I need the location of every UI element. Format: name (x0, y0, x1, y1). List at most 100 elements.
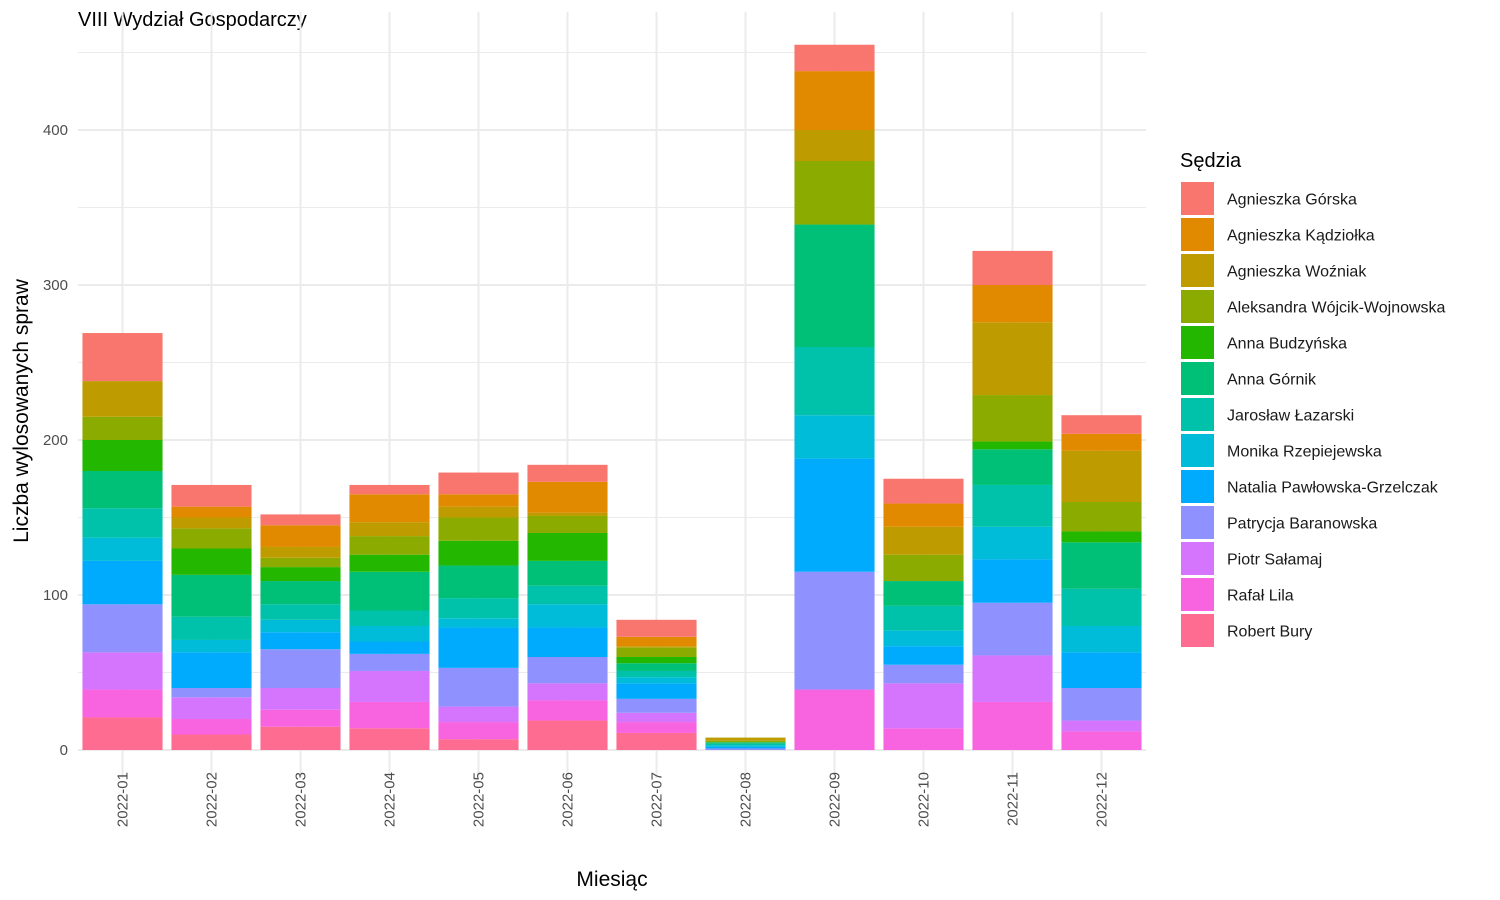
legend-label: Agnieszka Kądziołka (1227, 228, 1375, 245)
bar-segment (972, 395, 1053, 442)
bar-segment (82, 440, 163, 471)
legend-label: Rafał Lila (1227, 588, 1294, 605)
bar-segment (527, 515, 608, 533)
bar-segment (883, 478, 964, 504)
bar-segment (171, 652, 252, 688)
bar-segment (616, 712, 697, 723)
y-tick-label: 0 (60, 742, 68, 759)
bar-segment (1061, 415, 1142, 434)
bar-segment (438, 627, 519, 668)
bar-segment (171, 639, 252, 653)
bar-segment (794, 458, 875, 572)
y-tick-label: 100 (43, 587, 68, 604)
bar-segment (349, 626, 430, 642)
bar-segment (349, 728, 430, 750)
legend-key (1181, 362, 1214, 395)
bar-segment (438, 494, 519, 507)
bar-segment (705, 746, 786, 749)
bar-segment (794, 130, 875, 161)
bar-segment (527, 533, 608, 561)
bar-segment (82, 652, 163, 690)
bar-segment (349, 484, 430, 495)
bar-segment (171, 719, 252, 735)
bar-segment (349, 494, 430, 523)
bar-segment (438, 565, 519, 599)
bar-segment (972, 655, 1053, 702)
legend-label: Aleksandra Wójcik-Wojnowska (1227, 300, 1446, 317)
bar-segment (171, 574, 252, 617)
legend-label: Monika Rzepiejewska (1227, 444, 1382, 461)
bar-segment (438, 517, 519, 541)
legend-label: Agnieszka Woźniak (1227, 264, 1367, 281)
bar-segment (82, 471, 163, 509)
bar-segment (438, 667, 519, 707)
bar-segment (349, 641, 430, 654)
bar-segment (82, 333, 163, 382)
bar-segment (972, 322, 1053, 396)
bar-segment (972, 701, 1053, 750)
bar-segment (972, 250, 1053, 285)
bar-segment (1061, 688, 1142, 721)
bar-segment (527, 700, 608, 721)
legend-key (1181, 506, 1214, 539)
y-axis-ticks: 0 100 200 300 400 (43, 122, 68, 759)
bar-segment (794, 44, 875, 72)
bar-segment (794, 161, 875, 225)
bar-segment (260, 567, 341, 582)
bar-segment (794, 571, 875, 690)
x-axis-title: Miesiąc (576, 868, 647, 891)
bar-segment (260, 619, 341, 633)
bar-segment (527, 720, 608, 750)
bar-segment (82, 560, 163, 605)
legend-label: Anna Górnik (1227, 372, 1317, 389)
bar-segment (616, 647, 697, 657)
legend-key (1181, 398, 1214, 431)
bar-segment (1061, 531, 1142, 543)
bar-segment (527, 585, 608, 605)
bar-segment (171, 688, 252, 698)
legend-label: Robert Bury (1227, 624, 1312, 641)
bar-segment (171, 506, 252, 518)
bar-segment (438, 706, 519, 723)
bar-segment (616, 670, 697, 678)
bar-segment (527, 657, 608, 684)
chart-title: VIII Wydział Gospodarczy (78, 9, 307, 31)
bar-segment (616, 732, 697, 750)
bar-segment (616, 683, 697, 699)
bar-segment (527, 683, 608, 701)
bar-segment (260, 604, 341, 620)
bar-segment (260, 649, 341, 688)
bar-segment (794, 224, 875, 347)
bar-segment (972, 559, 1053, 603)
bar-segment (1061, 588, 1142, 626)
bar-segment (616, 722, 697, 733)
bar-segment (349, 571, 430, 611)
legend-key (1181, 470, 1214, 503)
legend-title: Sędzia (1180, 150, 1242, 172)
x-tick-label: 2022-12 (1094, 772, 1111, 827)
bar-segment (527, 627, 608, 657)
bar-segment (705, 745, 786, 747)
bar-segment (883, 728, 964, 750)
bar-segment (883, 630, 964, 647)
bar-segment (527, 512, 608, 516)
bar-segment (883, 554, 964, 582)
bar-segment (616, 657, 697, 664)
bar-segment (883, 683, 964, 729)
bar-segment (82, 689, 163, 718)
bar-segment (616, 698, 697, 713)
bar-segment (705, 740, 786, 743)
bar-segment (438, 739, 519, 750)
bar-segment (527, 481, 608, 513)
x-tick-label: 2022-07 (649, 772, 666, 827)
x-tick-label: 2022-08 (738, 772, 755, 827)
legend-label: Natalia Pawłowska-Grzelczak (1227, 480, 1439, 497)
bar-segment (82, 604, 163, 653)
bar-segment (972, 449, 1053, 485)
bar-segment (883, 605, 964, 631)
bar-segment (82, 537, 163, 561)
bar-segment (1061, 433, 1142, 451)
bar-segment (616, 646, 697, 648)
bar-segment (260, 688, 341, 710)
